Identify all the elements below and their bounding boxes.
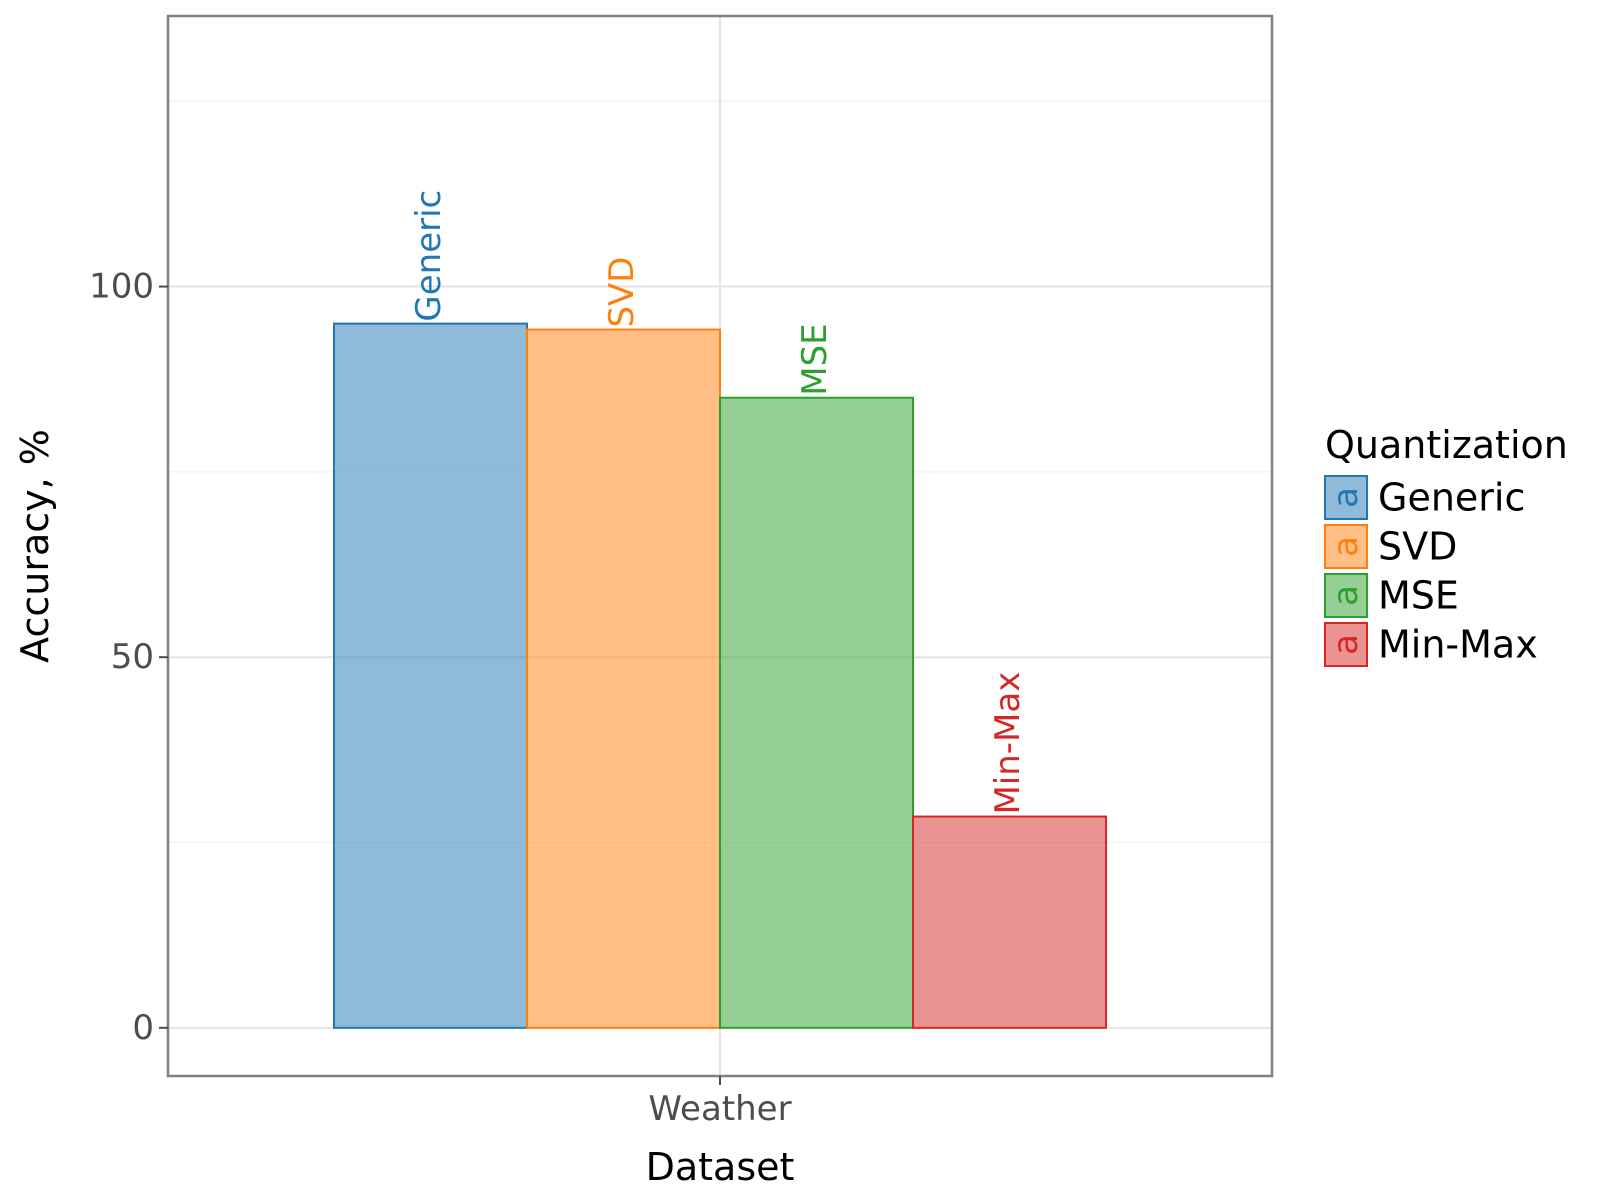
y-tick-label: 50 xyxy=(111,637,154,677)
y-tick-label: 0 xyxy=(132,1008,154,1048)
legend: Quantization a Generic a SVD a MSE a Min-Max xyxy=(1324,423,1568,667)
bar-label: Min-Max xyxy=(988,672,1028,815)
bar-label-layer: Generic SVD MSE Min-Max xyxy=(409,190,1028,815)
bar-layer xyxy=(333,322,1107,1029)
bar-label: SVD xyxy=(602,257,642,328)
legend-label: MSE xyxy=(1378,574,1459,618)
bar-label: Generic xyxy=(409,190,449,322)
bar-label: MSE xyxy=(795,323,835,395)
y-tick-label: 100 xyxy=(89,267,154,307)
legend-label: Min-Max xyxy=(1378,623,1538,667)
x-tick-label: Weather xyxy=(648,1089,791,1129)
legend-title: Quantization xyxy=(1325,423,1568,467)
y-axis-title: Accuracy, % xyxy=(13,429,57,663)
legend-key xyxy=(1324,622,1368,667)
legend-key-glyph: a xyxy=(1326,585,1366,606)
legend-label: Generic xyxy=(1378,476,1525,520)
axis-layer: 0 50 100 Weather xyxy=(89,267,792,1129)
legend-key xyxy=(1324,475,1368,520)
bar-min-max xyxy=(912,815,1107,1029)
bar-mse xyxy=(719,396,914,1029)
legend-key xyxy=(1324,573,1368,618)
legend-label: SVD xyxy=(1378,525,1457,569)
x-axis-title: Dataset xyxy=(646,1145,795,1189)
legend-key-glyph: a xyxy=(1326,487,1366,508)
legend-key-glyph: a xyxy=(1326,536,1366,557)
legend-key xyxy=(1324,524,1368,569)
legend-key-glyph: a xyxy=(1326,634,1366,655)
bar-svd xyxy=(526,328,721,1029)
bar-generic xyxy=(333,322,528,1029)
